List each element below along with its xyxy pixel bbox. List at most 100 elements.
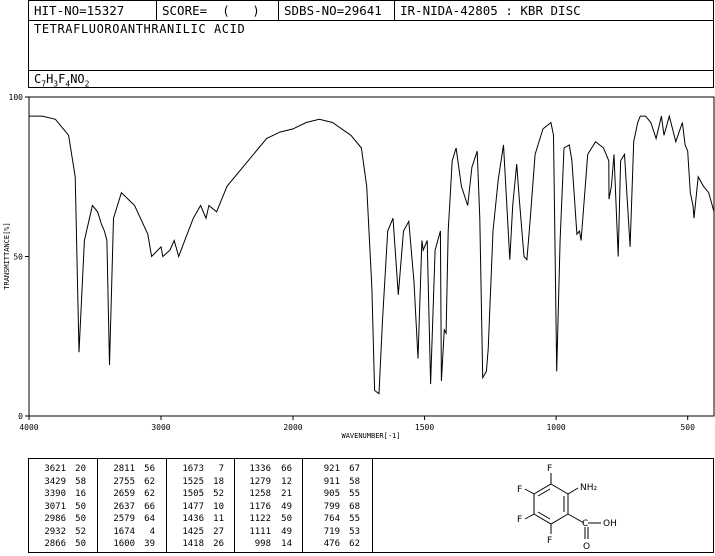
x-tick-label: 2000 bbox=[283, 423, 302, 432]
hit-number: HIT-NO=15327 bbox=[34, 3, 125, 18]
peak-wavenumber: 3429 bbox=[44, 476, 66, 487]
x-tick-label: 1500 bbox=[415, 423, 434, 432]
chart-svg: 4000 3000 2000 1500 1000 500100500WAVENUMBER[… bbox=[3, 93, 715, 440]
plot-frame bbox=[28, 96, 715, 417]
peak-transmittance: 62 bbox=[144, 476, 155, 487]
method-label: IR-NIDA-42805 : KBR DISC bbox=[394, 1, 713, 20]
peak-wavenumber: 1336 bbox=[249, 464, 271, 474]
y-tick-label: 50 bbox=[13, 253, 23, 262]
peak-wavenumber: 1122 bbox=[249, 514, 271, 524]
peak-column-2: 2811 56 2755 62 2659 62 2637 66 2579 64 1674 4 1600 3… bbox=[98, 459, 167, 552]
peak-transmittance: 49 bbox=[281, 501, 292, 512]
peak-transmittance: 55 bbox=[349, 514, 360, 524]
peak-wavenumber: 2659 bbox=[113, 489, 135, 499]
peak-wavenumber: 1418 bbox=[182, 539, 204, 549]
peak-transmittance: 50 bbox=[75, 501, 86, 512]
peak-wavenumber: 921 bbox=[323, 464, 340, 474]
peak-transmittance: 68 bbox=[349, 501, 360, 512]
peak-wavenumber: 2811 bbox=[113, 464, 135, 474]
peak-transmittance: 67 bbox=[349, 464, 360, 474]
peak-transmittance: 16 bbox=[75, 489, 86, 499]
peak-transmittance: 58 bbox=[75, 476, 86, 487]
peak-transmittance: 27 bbox=[213, 526, 224, 537]
peak-transmittance: 21 bbox=[281, 489, 292, 499]
peak-table: 3621 20 3429 58 3390 16 3071 50 2986 50 2932 52 2866… bbox=[28, 458, 714, 553]
peak-wavenumber: 2986 bbox=[44, 514, 66, 524]
peak-wavenumber: 2932 bbox=[44, 526, 66, 537]
spectrum-line bbox=[29, 114, 715, 395]
hydroxyl-label: OH bbox=[603, 519, 617, 529]
peak-wavenumber: 799 bbox=[323, 501, 340, 512]
peak-transmittance: 4 bbox=[149, 526, 155, 537]
peak-wavenumber: 1525 bbox=[182, 476, 204, 487]
peak-column-3: 1673 7 1525 18 1505 52 1477 10 1436 11 1425 27 1418 2… bbox=[167, 459, 235, 552]
peak-wavenumber: 1505 bbox=[182, 489, 204, 499]
fluorine-label-1: F bbox=[547, 464, 552, 474]
fluorine-label-4: F bbox=[547, 536, 552, 546]
peak-transmittance: 50 bbox=[75, 539, 86, 549]
peak-transmittance: 66 bbox=[281, 464, 292, 474]
peak-transmittance: 14 bbox=[281, 539, 292, 549]
peak-transmittance: 18 bbox=[213, 476, 224, 487]
peak-column-1: 3621 20 3429 58 3390 16 3071 50 2986 50 2932 52 2866… bbox=[29, 459, 98, 552]
peak-transmittance: 12 bbox=[281, 476, 292, 487]
peak-wavenumber: 1279 bbox=[249, 476, 271, 487]
peak-transmittance: 39 bbox=[144, 539, 155, 549]
oxygen-label: O bbox=[583, 542, 590, 552]
peak-transmittance: 56 bbox=[144, 464, 155, 474]
peak-wavenumber: 1176 bbox=[249, 501, 271, 512]
peak-transmittance: 10 bbox=[213, 501, 224, 512]
peak-wavenumber: 764 bbox=[323, 514, 340, 524]
peak-transmittance: 52 bbox=[213, 489, 224, 499]
fluorine-label-2: F bbox=[517, 485, 522, 495]
x-axis-label: WAVENUMBER[-1] bbox=[341, 432, 400, 440]
peak-wavenumber: 1673 bbox=[182, 464, 204, 474]
sdbs-number: SDBS-NO=29641 bbox=[278, 1, 394, 20]
y-tick-label: 100 bbox=[9, 93, 24, 102]
peak-transmittance: 50 bbox=[281, 514, 292, 524]
peak-wavenumber: 905 bbox=[323, 489, 340, 499]
divider bbox=[29, 70, 713, 71]
header-row: HIT-NO=15327 SCORE= ( ) SDBS-NO=29641 IR… bbox=[29, 1, 713, 21]
amine-label: NH₂ bbox=[580, 483, 598, 493]
peak-wavenumber: 476 bbox=[323, 539, 340, 549]
y-axis-label: TRANSMITTANCE[%] bbox=[3, 222, 11, 289]
peak-transmittance: 55 bbox=[349, 489, 360, 499]
peak-transmittance: 53 bbox=[349, 526, 360, 537]
peak-wavenumber: 1425 bbox=[182, 526, 204, 537]
structure-panel: F NH₂ F F F C OH O bbox=[373, 459, 713, 552]
peak-wavenumber: 2579 bbox=[113, 514, 135, 524]
x-tick-label: 4000 bbox=[19, 423, 38, 432]
peak-wavenumber: 1674 bbox=[113, 526, 135, 537]
peak-transmittance: 26 bbox=[213, 539, 224, 549]
score: SCORE= ( ) bbox=[156, 1, 278, 20]
spectrum-header: HIT-NO=15327 SCORE= ( ) SDBS-NO=29641 IR… bbox=[28, 0, 714, 88]
molecular-formula: C7H3F4NO2 bbox=[34, 72, 90, 89]
peak-transmittance: 62 bbox=[349, 539, 360, 549]
peak-wavenumber: 1111 bbox=[249, 526, 271, 537]
compound-name: TETRAFLUOROANTHRANILIC ACID bbox=[34, 22, 246, 36]
peak-wavenumber: 911 bbox=[323, 476, 340, 487]
x-tick-label: 1000 bbox=[546, 423, 565, 432]
peak-wavenumber: 1436 bbox=[182, 514, 204, 524]
peak-transmittance: 66 bbox=[144, 501, 155, 512]
peak-wavenumber: 998 bbox=[254, 539, 271, 549]
peak-wavenumber: 2637 bbox=[113, 501, 135, 512]
peak-transmittance: 62 bbox=[144, 489, 155, 499]
peak-transmittance: 20 bbox=[75, 464, 86, 474]
spectrum-chart: 4000 3000 2000 1500 1000 500 100 50 0 WAVENUMBER[… bbox=[0, 88, 715, 448]
peak-column-5: 921 67 911 58 905 55 799 68 764 55 719 53 476 62 bbox=[303, 459, 373, 552]
peak-transmittance: 50 bbox=[75, 514, 86, 524]
peak-wavenumber: 1477 bbox=[182, 501, 204, 512]
peak-wavenumber: 3621 bbox=[44, 464, 66, 474]
peak-wavenumber: 1600 bbox=[113, 539, 135, 549]
peak-wavenumber: 1258 bbox=[249, 489, 271, 499]
benzene-ring bbox=[533, 483, 569, 525]
peak-wavenumber: 3390 bbox=[44, 489, 66, 499]
peak-column-4: 1336 66 1279 12 1258 21 1176 49 1122 50 1111 49 998 1… bbox=[235, 459, 303, 552]
peak-transmittance: 64 bbox=[144, 514, 155, 524]
molecule-structure: F NH₂ F F F C OH O bbox=[517, 464, 617, 552]
x-tick-label: 500 bbox=[680, 423, 695, 432]
peak-transmittance: 49 bbox=[281, 526, 292, 537]
peak-transmittance: 58 bbox=[349, 476, 360, 487]
